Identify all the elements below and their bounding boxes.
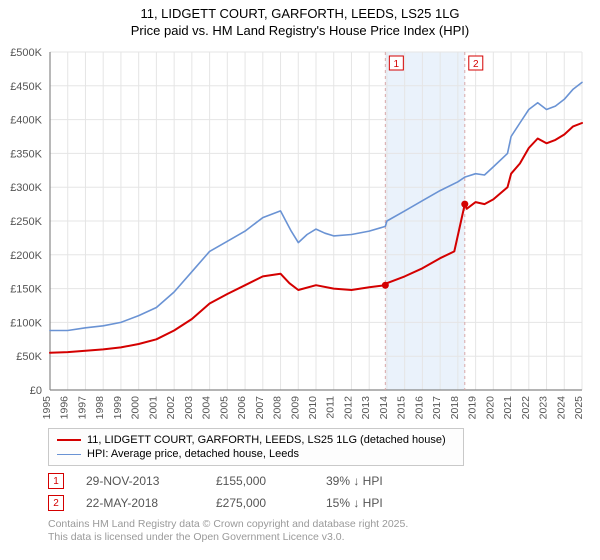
x-tick-label: 2012 [342, 396, 354, 420]
x-tick-label: 2013 [360, 396, 372, 420]
x-tick-label: 2015 [396, 396, 408, 420]
y-tick-label: £0 [30, 385, 42, 397]
marker-dot [382, 282, 389, 289]
sale-price: £275,000 [216, 496, 326, 510]
x-tick-label: 2025 [573, 396, 585, 420]
footer: Contains HM Land Registry data © Crown c… [48, 518, 408, 544]
x-tick-label: 2010 [307, 396, 319, 420]
marker-box-label: 2 [473, 59, 479, 70]
y-tick-label: £200K [10, 250, 42, 262]
chart-container: 11, LIDGETT COURT, GARFORTH, LEEDS, LS25… [0, 0, 600, 560]
title-block: 11, LIDGETT COURT, GARFORTH, LEEDS, LS25… [0, 0, 600, 40]
sale-date: 29-NOV-2013 [86, 474, 216, 488]
sale-marker: 1 [48, 473, 64, 489]
sale-price: £155,000 [216, 474, 326, 488]
y-tick-label: £50K [16, 351, 42, 363]
legend-swatch [57, 439, 81, 441]
title-line-2: Price paid vs. HM Land Registry's House … [0, 23, 600, 40]
y-tick-label: £150K [10, 284, 42, 296]
x-tick-label: 2002 [165, 396, 177, 420]
x-tick-label: 2005 [218, 396, 230, 420]
x-tick-label: 2021 [502, 396, 514, 420]
x-tick-label: 2020 [484, 396, 496, 420]
y-tick-label: £250K [10, 216, 42, 228]
y-tick-label: £500K [10, 47, 42, 59]
x-tick-label: 1996 [59, 396, 71, 420]
footer-line-1: Contains HM Land Registry data © Crown c… [48, 518, 408, 531]
x-tick-label: 1997 [76, 396, 88, 420]
x-tick-label: 2000 [130, 396, 142, 420]
x-tick-label: 2024 [555, 396, 567, 420]
x-tick-label: 2016 [413, 396, 425, 420]
x-tick-label: 2008 [272, 396, 284, 420]
sale-row: 2 22-MAY-2018£275,00015% ↓ HPI [48, 492, 383, 514]
sale-diff: 15% ↓ HPI [326, 496, 383, 510]
y-tick-label: £400K [10, 115, 42, 127]
chart-area: £0£50K£100K£150K£200K£250K£300K£350K£400… [48, 48, 588, 418]
x-tick-label: 2019 [467, 396, 479, 420]
sale-marker: 2 [48, 495, 64, 511]
x-tick-label: 1999 [112, 396, 124, 420]
legend-label: 11, LIDGETT COURT, GARFORTH, LEEDS, LS25… [87, 434, 446, 446]
x-tick-label: 1998 [94, 396, 106, 420]
x-tick-label: 2009 [289, 396, 301, 420]
marker-box-label: 1 [394, 59, 400, 70]
sale-row: 1 29-NOV-2013£155,00039% ↓ HPI [48, 470, 383, 492]
x-tick-label: 2023 [538, 396, 550, 420]
x-tick-label: 2001 [147, 396, 159, 420]
marker-dot [461, 201, 468, 208]
y-tick-label: £100K [10, 317, 42, 329]
x-tick-label: 2004 [201, 396, 213, 420]
y-tick-label: £350K [10, 148, 42, 160]
x-tick-label: 2003 [183, 396, 195, 420]
x-tick-label: 2011 [325, 396, 337, 419]
sale-rows: 1 29-NOV-2013£155,00039% ↓ HPI 2 22-MAY-201… [48, 470, 383, 514]
x-tick-label: 2014 [378, 396, 390, 420]
sale-diff: 39% ↓ HPI [326, 474, 383, 488]
x-tick-label: 1995 [41, 396, 53, 420]
x-tick-label: 2018 [449, 396, 461, 420]
legend-box: 11, LIDGETT COURT, GARFORTH, LEEDS, LS25… [48, 428, 464, 466]
title-line-1: 11, LIDGETT COURT, GARFORTH, LEEDS, LS25… [0, 6, 600, 23]
x-tick-label: 2007 [254, 396, 266, 420]
legend-row: HPI: Average price, detached house, Leed… [57, 447, 455, 461]
footer-line-2: This data is licensed under the Open Gov… [48, 531, 408, 544]
legend-swatch [57, 454, 81, 455]
legend-label: HPI: Average price, detached house, Leed… [87, 448, 299, 460]
chart-svg: £0£50K£100K£150K£200K£250K£300K£350K£400… [48, 48, 588, 418]
legend-row: 11, LIDGETT COURT, GARFORTH, LEEDS, LS25… [57, 433, 455, 447]
y-tick-label: £300K [10, 182, 42, 194]
y-tick-label: £450K [10, 81, 42, 93]
x-tick-label: 2006 [236, 396, 248, 420]
x-tick-label: 2017 [431, 396, 443, 420]
sale-date: 22-MAY-2018 [86, 496, 216, 510]
x-tick-label: 2022 [520, 396, 532, 420]
